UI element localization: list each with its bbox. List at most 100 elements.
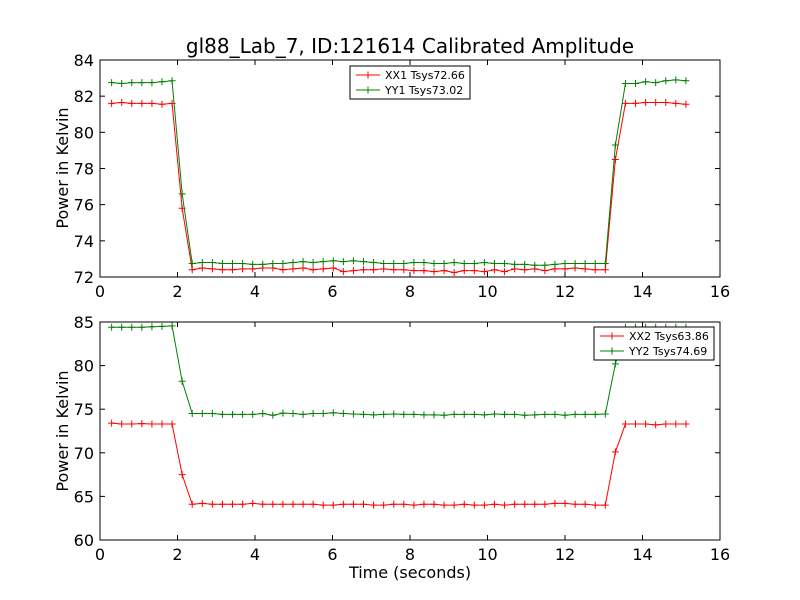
plot1-series-2-point: [662, 77, 670, 85]
plot1-series-2-point: [480, 259, 488, 267]
plot1-series-1-point: [501, 268, 509, 276]
plot1-series-2-point: [339, 258, 347, 266]
plot2-ytick-label: 75: [74, 400, 94, 419]
plot2-series-1-point: [279, 500, 287, 508]
plot1-series-2-point: [541, 261, 549, 269]
plot2-series-2-point: [269, 411, 277, 419]
plot2-legend-label-1: XX2 Tsys63.86: [629, 330, 709, 343]
plot1-series-2-point: [319, 258, 327, 266]
plot2-series-2-point: [440, 411, 448, 419]
plot1-legend-label-1: XX1 Tsys72.66: [385, 69, 465, 82]
plot2-series-1-point: [460, 500, 468, 508]
plot2-series-1-point: [218, 500, 226, 508]
plot1-series-2-point: [642, 78, 650, 86]
plot1-series-1-point: [370, 266, 378, 274]
plot2-series-1-point: [400, 500, 408, 508]
plot2-series-1-point: [128, 420, 136, 428]
plot2-xtick-label: 10: [477, 545, 497, 564]
plot2-series-1: [108, 419, 690, 509]
plot1-series-2-point: [138, 79, 146, 87]
plot2-series-1-point: [430, 500, 438, 508]
plot2-series-2-point: [511, 410, 519, 418]
plot2-series-2-point: [490, 410, 498, 418]
plot2-series-2-point: [470, 410, 478, 418]
plot2-series-1-point: [531, 500, 539, 508]
plot2-series-1-point: [329, 501, 337, 509]
plot2-series-1-point: [591, 501, 599, 509]
plot2-series-2-point: [108, 323, 116, 331]
plot2-series-1-point: [470, 501, 478, 509]
plot2-series-1-point: [672, 420, 680, 428]
plot2-series-1-point: [349, 500, 357, 508]
plot1-series-2-point: [148, 79, 156, 87]
plot2-series-2-point: [289, 410, 297, 418]
plot1-series-1-point: [420, 267, 428, 275]
plot2-series-1-point: [360, 500, 367, 508]
plot1-xtick-label: 10: [477, 282, 497, 301]
plot1-series-2-point: [208, 259, 216, 267]
plot1-series-1-point: [672, 99, 680, 107]
plot2-series-2-point: [370, 411, 378, 419]
plot1-series-1-point: [400, 266, 408, 274]
plot1-series-2-point: [269, 259, 277, 267]
plot2-series-2-point: [450, 410, 458, 418]
plot2-series-1-point: [269, 500, 277, 508]
plot1-series-1-point: [642, 98, 650, 106]
plot1-series-2-point: [420, 259, 428, 267]
plot1-series-2-point: [531, 261, 539, 269]
plot2-series-1-point: [521, 500, 529, 508]
plot1-series-2-point: [329, 257, 337, 265]
plot1-series-2-point: [601, 259, 609, 267]
plot1-xtick-label: 8: [405, 282, 415, 301]
plot2-series-2-point: [349, 410, 357, 418]
plot2-series-1-point: [450, 501, 458, 509]
plot1-series-1-line: [111, 101, 686, 273]
plot1-series-2-point: [591, 259, 599, 267]
plot1-series-2-point: [611, 141, 619, 149]
plot1-series-1-point: [410, 267, 418, 275]
plot2-ytick-label: 65: [74, 487, 94, 506]
plot2-series-1-point: [652, 421, 660, 429]
plot1-xtick-label: 0: [95, 282, 105, 301]
plot2-series-2: [108, 322, 690, 419]
plot2-series-1-point: [551, 499, 559, 507]
plot2-series-2-point: [601, 410, 609, 418]
plot2-xtick-label: 14: [632, 545, 652, 564]
plot2-series-1-point: [289, 500, 297, 508]
plot2-series-1-point: [370, 501, 378, 509]
plot1-ytick-label: 84: [74, 51, 94, 70]
plot1-legend-marker-1: [364, 71, 372, 79]
plot2-series-1-point: [158, 420, 166, 428]
plot1-series-1-point: [108, 99, 116, 107]
plot2-series-2-point: [360, 410, 367, 418]
plot2-series-1-point: [501, 501, 509, 509]
plot2-series-2-point: [561, 411, 569, 419]
plot1-series-1-point: [208, 265, 216, 273]
plot1-series-2-point: [309, 259, 317, 267]
plot2-series-2-point: [208, 410, 216, 418]
plot2-ytick-label: 80: [74, 357, 94, 376]
plot2-series-2-point: [521, 411, 529, 419]
plot2-series-1-line: [111, 422, 686, 506]
plot2-series-2-point: [319, 410, 327, 418]
plot1-series-1: [108, 98, 690, 276]
plot1-series-2-point: [249, 260, 257, 268]
plot1-series-1-point: [652, 98, 660, 106]
plot1-xtick-label: 4: [250, 282, 260, 301]
plot2-xtick-label: 8: [405, 545, 415, 564]
plot2-series-1-point: [339, 500, 347, 508]
plot1-xtick-label: 2: [172, 282, 182, 301]
plot2-series-1-point: [309, 500, 317, 508]
plot1-ytick-label: 74: [74, 232, 94, 251]
plot2-series-1-point: [138, 420, 146, 428]
plot2-series-1-point: [168, 420, 176, 428]
plot2-series-1-point: [420, 500, 428, 508]
plot2-legend-label-2: YY2 Tsys74.69: [628, 345, 707, 358]
plot1-series-2-point: [370, 259, 378, 267]
plot1-series-2-point: [501, 259, 509, 267]
plot1: 0 2 4 6 8 10 12 14 16 72 74 76 78 80 82 84 Power in Kelv…: [53, 51, 730, 301]
plot2-series-2-point: [581, 410, 589, 418]
plot1-xtick-label: 12: [555, 282, 575, 301]
plot2-series-1-point: [632, 420, 640, 428]
